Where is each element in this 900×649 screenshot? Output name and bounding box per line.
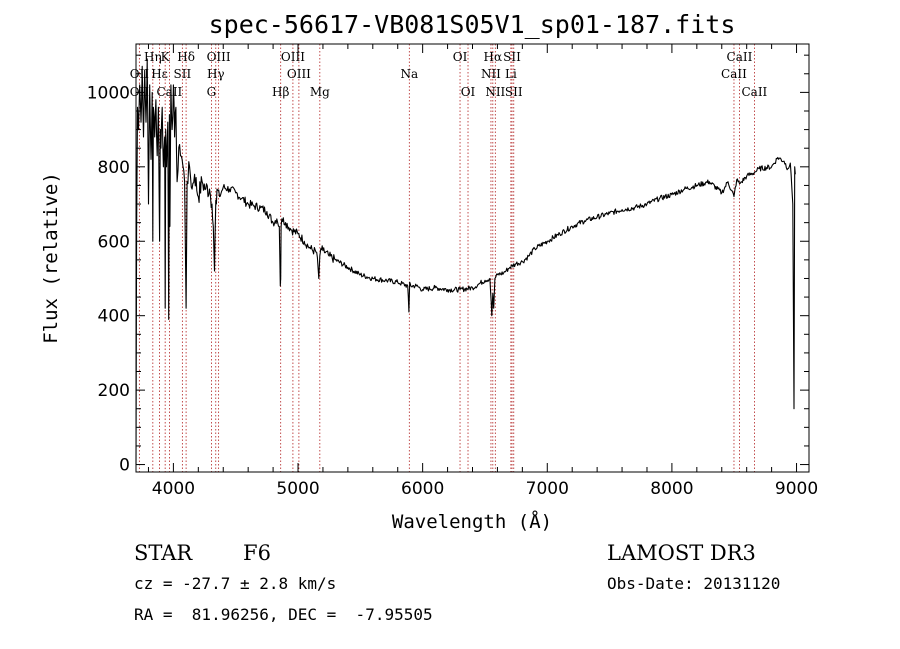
line-label-sii: SII <box>174 67 192 81</box>
y-tick-label: 600 <box>98 232 130 252</box>
x-tick-label: 6000 <box>401 479 444 499</box>
x-tick-label: 7000 <box>526 479 569 499</box>
x-axis-label: Wavelength (Å) <box>392 510 552 533</box>
line-label-hδ: Hδ <box>177 50 195 64</box>
line-label-sii: SII <box>505 85 523 99</box>
line-label-oiii: OIII <box>207 50 231 64</box>
redshift-value: cz = -27.7 ± 2.8 km/s <box>134 574 336 593</box>
object-subclass: F6 <box>243 541 271 565</box>
line-label-nii: NII <box>485 85 505 99</box>
object-class: STAR <box>134 541 193 565</box>
coordinates: RA = 81.96256, DEC = -7.95505 <box>134 605 433 624</box>
x-tick-label: 9000 <box>775 479 818 499</box>
line-label-li: Li <box>505 67 517 81</box>
line-label-oiii: OIII <box>281 50 305 64</box>
x-tick-label: 8000 <box>650 479 693 499</box>
line-label-k: K <box>161 50 171 64</box>
plot-frame <box>135 43 810 473</box>
line-label-g: G <box>207 85 217 99</box>
line-label-caii: CaII <box>741 85 767 99</box>
line-label-sii: SII <box>503 50 521 64</box>
chart-title: spec-56617-VB081S05V1_sp01-187.fits <box>209 10 736 39</box>
line-label-hα: Hα <box>484 50 503 64</box>
y-tick-label: 0 <box>119 456 130 476</box>
observation-date: Obs-Date: 20131120 <box>607 574 780 593</box>
line-label-na: Na <box>400 67 418 81</box>
line-label-oiii: OIII <box>287 67 311 81</box>
axis-ticks: 4000 5000 6000 7000 8000 9000 0 200 400 600 800 100… <box>87 44 818 499</box>
line-label-nii: NII <box>481 67 501 81</box>
line-label-caii: CaII <box>156 85 182 99</box>
survey-name: LAMOST DR3 <box>607 541 756 565</box>
y-tick-label: 400 <box>98 307 130 327</box>
line-label-oi: OI <box>461 85 476 99</box>
line-label-mg: Mg <box>310 85 330 99</box>
line-label-hγ: Hγ <box>207 67 225 81</box>
spectrum-line <box>135 58 796 465</box>
x-tick-label: 4000 <box>152 479 195 499</box>
y-tick-label: 800 <box>98 158 130 178</box>
y-tick-label: 1000 <box>87 83 130 103</box>
y-tick-label: 200 <box>98 381 130 401</box>
line-label-caii: CaII <box>721 67 747 81</box>
spectral-line-markers <box>138 44 755 472</box>
line-label-hε: Hε <box>151 67 168 81</box>
y-axis-label: Flux (relative) <box>40 172 62 344</box>
line-label-hβ: Hβ <box>272 85 289 99</box>
line-label-hη: Hη <box>144 50 162 64</box>
line-label-caii: CaII <box>727 50 753 64</box>
line-label-oi: OI <box>453 50 468 64</box>
x-tick-label: 5000 <box>276 479 319 499</box>
